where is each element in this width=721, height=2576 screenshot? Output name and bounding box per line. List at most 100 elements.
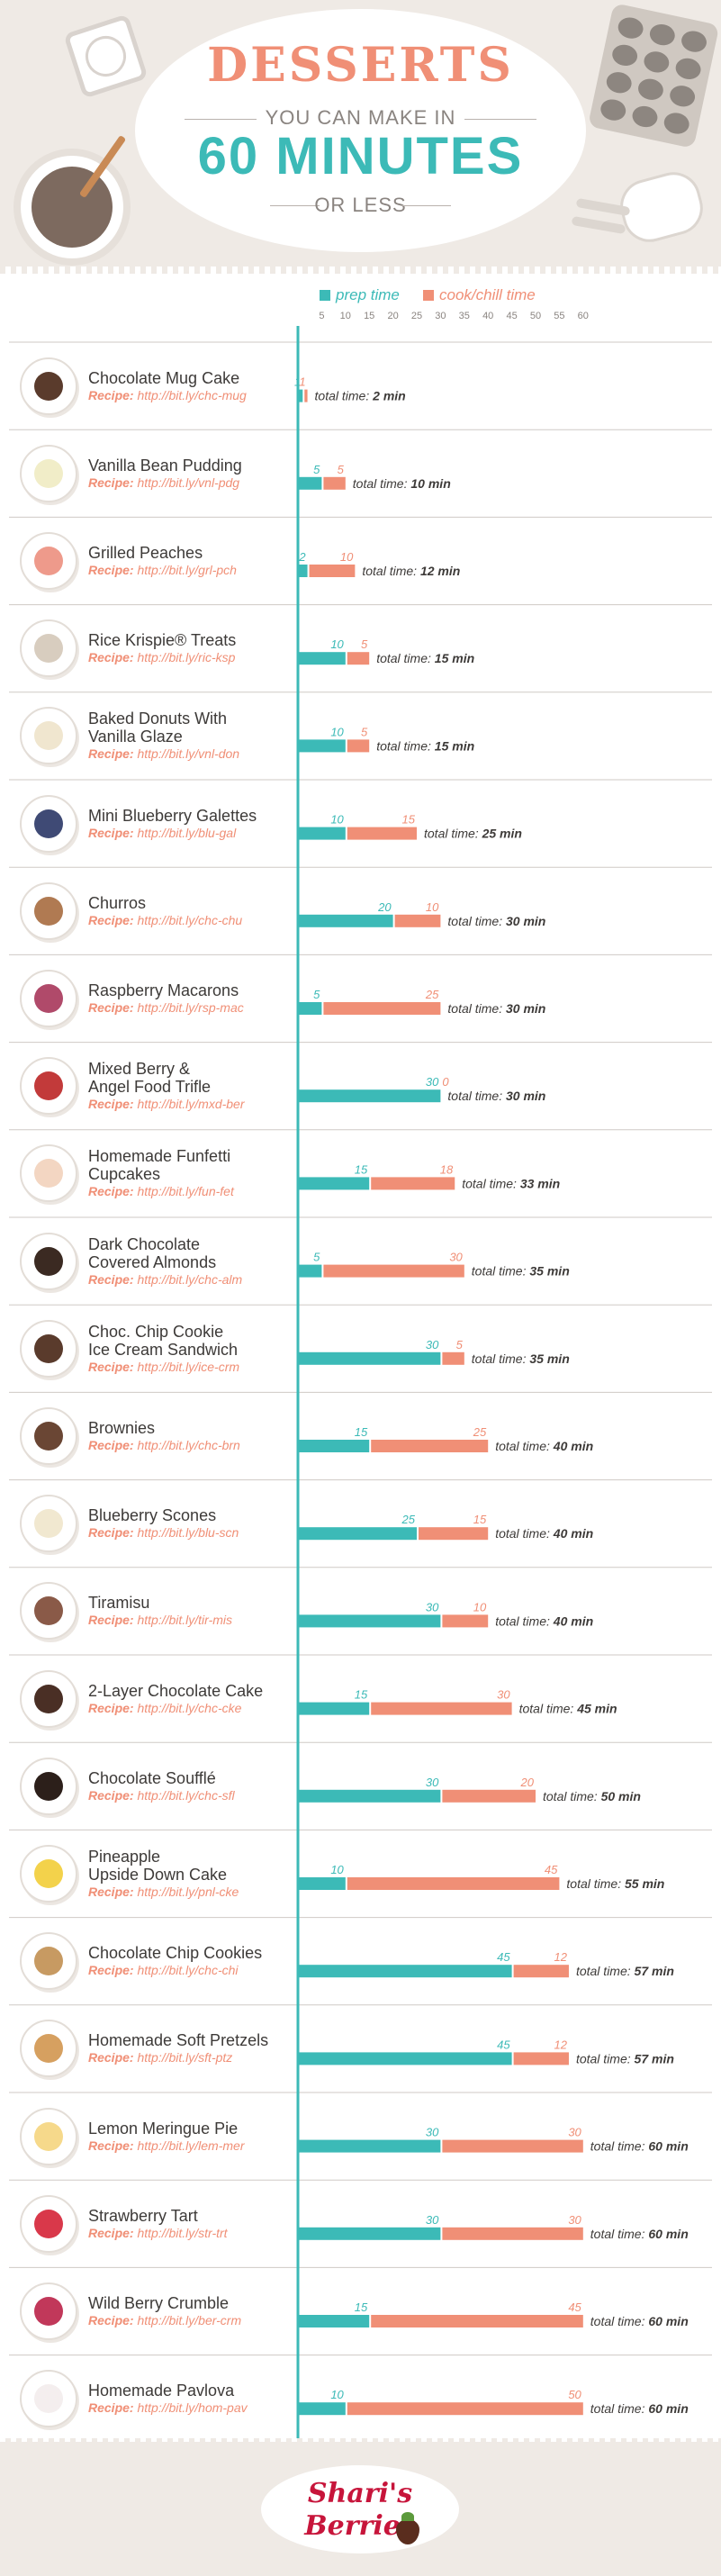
recipe-url[interactable]: http://bit.ly/hom-pav [137,2400,248,2416]
recipe-url[interactable]: http://bit.ly/blu-scn [137,1525,239,1541]
recipe-url[interactable]: http://bit.ly/pnl-cke [137,1885,239,1899]
dessert-plate-icon [20,444,77,502]
dessert-label: Pineapple Upside Down Cake Recipe: http://… [88,1848,295,1900]
recipe-link[interactable]: Recipe: http://bit.ly/str-trt [88,2225,295,2241]
dessert-label: 2-Layer Chocolate Cake Recipe: http://bit… [88,1682,295,1716]
total-prefix: total time: [447,1089,506,1103]
recipe-link[interactable]: Recipe: http://bit.ly/hom-pav [88,2400,295,2416]
recipe-link[interactable]: Recipe: http://bit.ly/chc-brn [88,1437,295,1453]
dessert-food-icon [34,547,63,575]
total-prefix: total time: [315,389,374,403]
recipe-url[interactable]: http://bit.ly/lem-mer [137,2138,245,2153]
recipe-link[interactable]: Recipe: http://bit.ly/ice-crm [88,1359,295,1375]
recipe-url[interactable]: http://bit.ly/chc-chi [137,1963,239,1978]
dessert-name: Dark Chocolate [88,1234,201,1253]
dessert-name: Chocolate Soufflé [88,1768,216,1787]
recipe-link[interactable]: Recipe: http://bit.ly/chc-chu [88,912,295,928]
recipe-url[interactable]: http://bit.ly/grl-pch [137,563,237,577]
prep-value-label: 15 [355,2300,368,2314]
cook-bar [513,2052,569,2065]
recipe-link[interactable]: Recipe: http://bit.ly/rsp-mac [88,999,295,1016]
recipe-link[interactable]: Recipe: http://bit.ly/chc-sfl [88,1787,295,1803]
cook-value-label: 45 [545,1863,558,1876]
recipe-link[interactable]: Recipe: http://bit.ly/sft-ptz [88,2049,295,2065]
dessert-label: Homemade Soft Pretzels Recipe: http://bit… [88,2031,295,2065]
recipe-link[interactable]: Recipe: http://bit.ly/mxd-ber [88,1096,295,1112]
dessert-plate-icon [20,1144,77,1203]
recipe-url[interactable]: http://bit.ly/tir-mis [137,1613,233,1628]
cook-value-label: 15 [402,813,416,827]
x-tick-label: 60 [577,311,589,321]
total-time-label: total time: 40 min [495,1526,593,1541]
recipe-url[interactable]: http://bit.ly/chc-sfl [137,1787,235,1803]
recipe-url[interactable]: http://bit.ly/sft-ptz [137,2050,233,2065]
recipe-link[interactable]: Recipe: http://bit.ly/grl-pch [88,562,295,578]
recipe-link[interactable]: Recipe: http://bit.ly/chc-chi [88,1962,295,1978]
dessert-plate-icon [20,619,77,678]
recipe-url[interactable]: http://bit.ly/chc-mug [137,387,247,402]
prep-bar [298,476,322,490]
recipe-link[interactable]: Recipe: http://bit.ly/chc-cke [88,1700,295,1716]
recipe-link[interactable]: Recipe: http://bit.ly/chc-alm [88,1271,295,1288]
title-subtitle-bottom: OR LESS [314,194,407,216]
recipe-link[interactable]: Recipe: http://bit.ly/vnl-don [88,746,295,762]
recipe-link[interactable]: Recipe: http://bit.ly/lem-mer [88,2138,295,2154]
total-prefix: total time: [543,1789,601,1803]
recipe-url[interactable]: http://bit.ly/vnl-don [137,746,240,762]
recipe-link[interactable]: Recipe: http://bit.ly/blu-gal [88,825,295,841]
dessert-food-icon [34,2034,63,2064]
prep-value-label: 10 [330,2388,344,2401]
cook-value-label: 45 [568,2300,581,2314]
recipe-url[interactable]: http://bit.ly/mxd-ber [137,1097,245,1112]
recipe-url[interactable]: http://bit.ly/chc-brn [137,1438,240,1452]
total-value: 15 min [435,651,474,665]
recipe-url[interactable]: http://bit.ly/rsp-mac [137,1000,244,1015]
cook-value-label: 10 [473,1600,487,1613]
dessert-name: 2-Layer Chocolate Cake [88,1681,264,1700]
recipe-link[interactable]: Recipe: http://bit.ly/tir-mis [88,1612,295,1628]
recipe-url[interactable]: http://bit.ly/str-trt [137,2225,228,2240]
dessert-food-icon [34,2384,63,2414]
recipe-prefix: Recipe: [88,1184,134,1199]
total-value: 55 min [625,1876,664,1891]
total-value: 40 min [553,1613,593,1628]
cook-bar [323,1002,441,1015]
legend-prep-label: prep time [336,286,400,303]
cook-value-label: 50 [568,2388,581,2401]
total-prefix: total time: [376,651,435,665]
recipe-url[interactable]: http://bit.ly/ric-ksp [137,650,236,665]
logo-text-line1: Shari's [307,2478,413,2509]
total-prefix: total time: [519,1702,578,1716]
recipe-link[interactable]: Recipe: http://bit.ly/blu-scn [88,1524,295,1541]
total-time-label: total time: 2 min [315,389,406,403]
dessert-name: Tiramisu [88,1594,150,1613]
dessert-plate-icon [20,2020,77,2078]
dessert-name: Grilled Peaches [88,544,203,562]
dessert-plate-icon [20,2107,77,2165]
dessert-plate-icon [20,1495,77,1553]
recipe-url[interactable]: http://bit.ly/fun-fet [137,1184,234,1199]
dessert-food-icon [34,896,63,926]
recipe-link[interactable]: Recipe: http://bit.ly/vnl-pdg [88,475,295,491]
recipe-url[interactable]: http://bit.ly/chc-cke [137,1700,242,1715]
dessert-label: Mini Blueberry Galettes Recipe: http://bi… [88,807,295,841]
recipe-link[interactable]: Recipe: http://bit.ly/fun-fet [88,1183,295,1199]
recipe-url[interactable]: http://bit.ly/ber-crm [137,2313,242,2327]
recipe-link[interactable]: Recipe: http://bit.ly/pnl-cke [88,1884,295,1900]
recipe-url[interactable]: http://bit.ly/chc-alm [137,1271,243,1287]
recipe-url[interactable]: http://bit.ly/vnl-pdg [137,475,240,490]
recipe-link[interactable]: Recipe: http://bit.ly/chc-mug [88,387,295,403]
recipe-link[interactable]: Recipe: http://bit.ly/ber-crm [88,2312,295,2328]
recipe-link[interactable]: Recipe: http://bit.ly/ric-ksp [88,649,295,665]
recipe-url[interactable]: http://bit.ly/ice-crm [137,1359,240,1374]
recipe-url[interactable]: http://bit.ly/blu-gal [137,825,237,840]
x-tick-label: 35 [458,311,470,321]
x-tick-label: 5 [319,311,325,321]
total-prefix: total time: [590,2139,649,2154]
cook-value-label: 0 [442,1075,449,1089]
cook-bar [323,1264,464,1278]
recipe-url[interactable]: http://bit.ly/chc-chu [137,912,243,927]
dessert-plate-icon [20,970,77,1027]
title-rule-right-top [464,119,536,120]
